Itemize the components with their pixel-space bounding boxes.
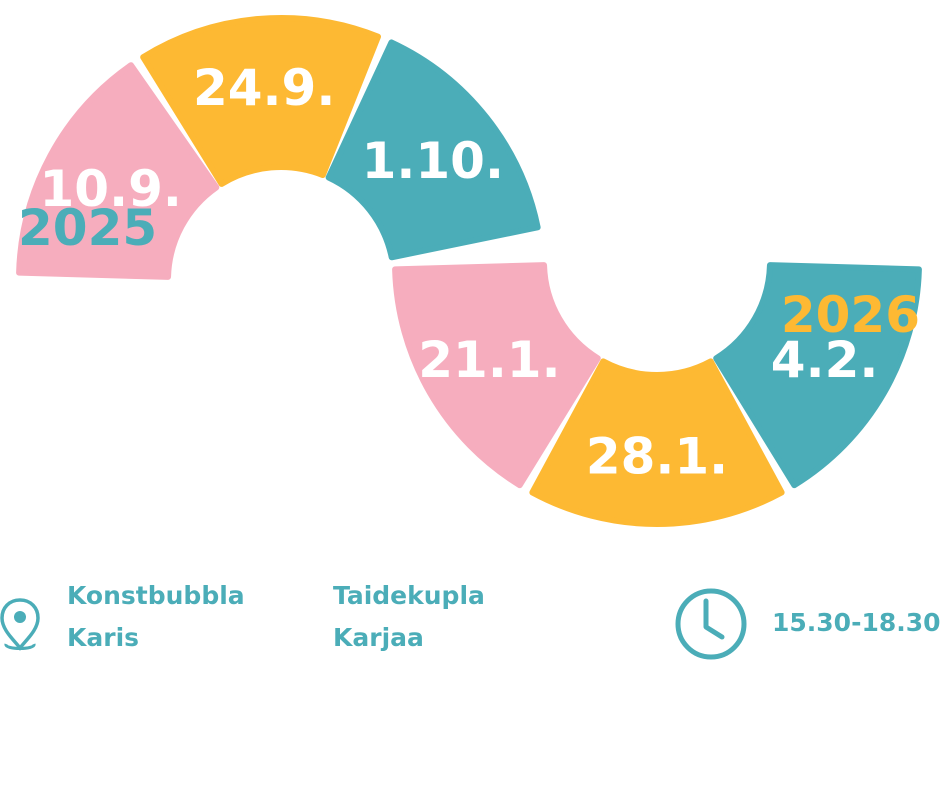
location-finnish: Taidekupla Karjaa (333, 575, 485, 659)
venue-name-swedish: Konstbubbla (67, 581, 245, 610)
date-segment-5 (529, 358, 785, 527)
venue-place-swedish: Karis (67, 623, 140, 652)
year-end: 2026 (781, 286, 920, 344)
date-label-3: 1.10. (362, 132, 504, 190)
date-label-2: 24.9. (193, 59, 335, 117)
location-pin-icon (0, 598, 40, 651)
venue-place-finnish: Karjaa (333, 623, 424, 652)
date-segment-3 (325, 39, 541, 261)
date-label-6: 4.2. (771, 331, 879, 389)
venue-name-finnish: Taidekupla (333, 581, 485, 610)
opening-hours: 15.30-18.30 (772, 602, 940, 644)
date-segment-2 (140, 15, 382, 187)
date-label-1: 10.9. (40, 160, 182, 218)
date-segment-1 (16, 62, 220, 280)
clock-icon (675, 588, 747, 660)
location-swedish: Konstbubbla Karis (67, 575, 245, 659)
year-start: 2025 (18, 199, 157, 257)
opening-hours-text: 15.30-18.30 (772, 608, 940, 637)
date-label-4: 21.1. (418, 331, 560, 389)
date-label-5: 28.1. (586, 428, 728, 486)
date-segment-6 (713, 262, 922, 489)
date-segment-4 (392, 262, 601, 489)
date-segments: 10.9.24.9. 1.10. 21.1. 28.1. 4.2. (16, 15, 922, 527)
